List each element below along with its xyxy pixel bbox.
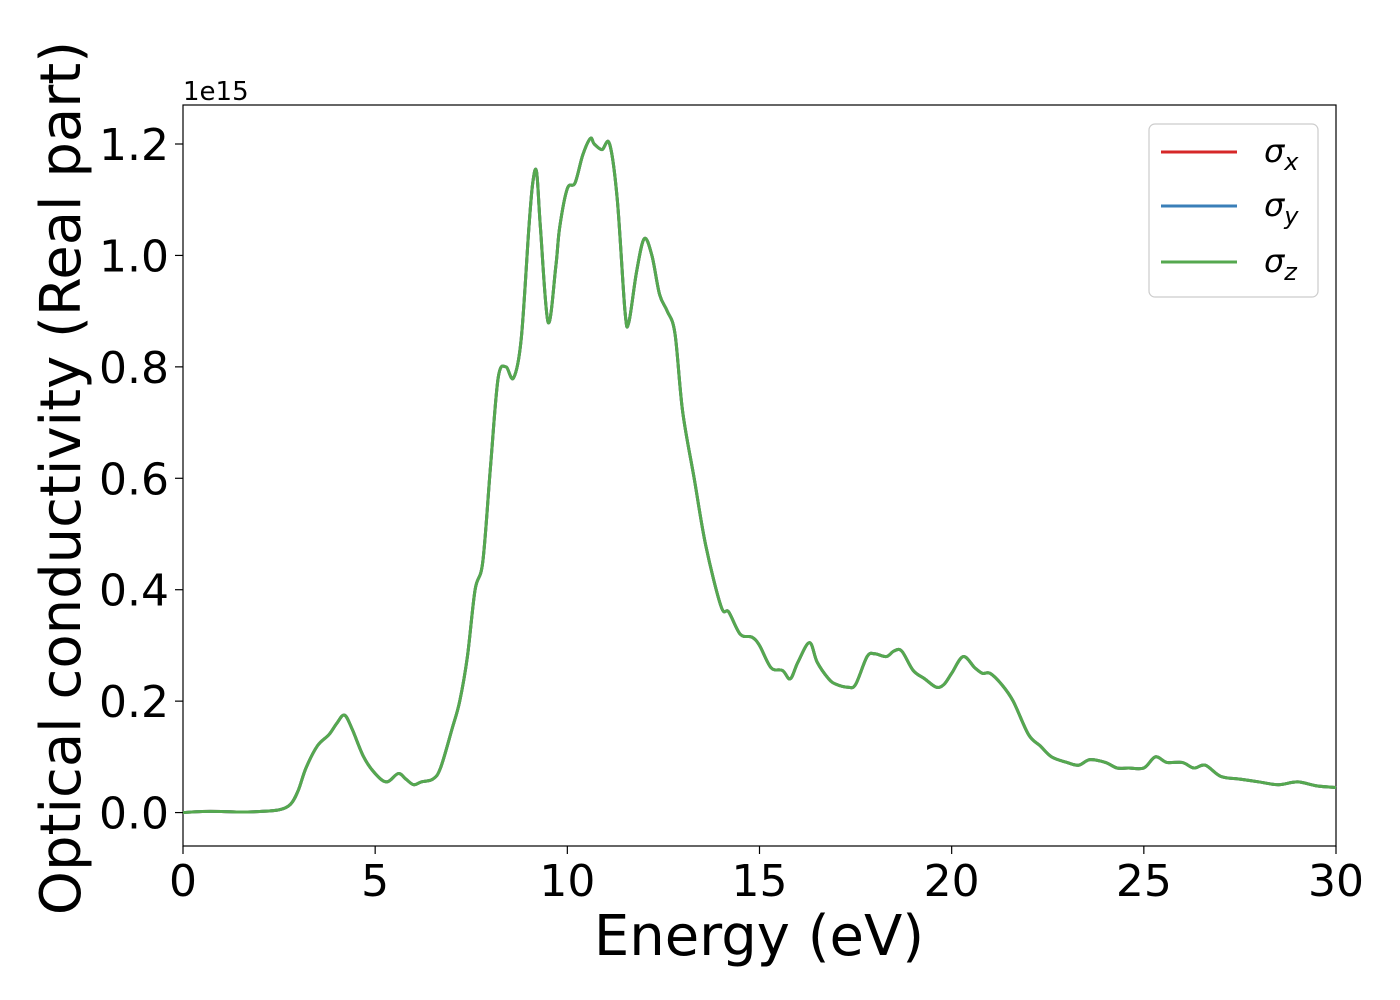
y-tick-label: 0.0 xyxy=(99,789,169,840)
y-axis-label: Optical conductivity (Real part) xyxy=(29,41,94,915)
y-tick-label: 0.4 xyxy=(99,566,169,617)
x-tick-label: 0 xyxy=(169,856,197,907)
series-line-sigma-z xyxy=(182,136,1337,815)
x-axis-ticks: 0 5 10 15 20 25 30 xyxy=(169,846,1364,907)
y-tick-label: 0.2 xyxy=(99,677,169,728)
y-tick-label: 1.2 xyxy=(99,120,169,171)
legend-label-subscript: y xyxy=(1283,202,1299,230)
axes-frame xyxy=(182,104,1337,847)
legend-box xyxy=(1148,123,1319,298)
series-group xyxy=(182,136,1337,815)
x-tick-label: 15 xyxy=(732,856,788,907)
y-tick-label: 0.8 xyxy=(99,343,169,394)
plot-area: 0 5 10 15 20 25 30 0.0 0.2 0.4 0.6 0.8 1.0 1.2 xyxy=(99,104,1364,907)
y-tick-label: 0.6 xyxy=(99,454,169,505)
y-axis-ticks: 0.0 0.2 0.4 0.6 0.8 1.0 1.2 xyxy=(99,120,183,840)
x-tick-label: 30 xyxy=(1308,856,1364,907)
y-axis-offset-label: 1e15 xyxy=(183,77,249,107)
x-tick-label: 25 xyxy=(1116,856,1172,907)
x-axis-label: Energy (eV) xyxy=(594,904,924,969)
x-tick-label: 10 xyxy=(539,856,595,907)
legend-label-subscript: z xyxy=(1283,258,1298,286)
y-tick-label: 1.0 xyxy=(99,231,169,282)
x-tick-label: 5 xyxy=(361,856,389,907)
legend-label-subscript: x xyxy=(1283,148,1299,176)
x-tick-label: 20 xyxy=(924,856,980,907)
